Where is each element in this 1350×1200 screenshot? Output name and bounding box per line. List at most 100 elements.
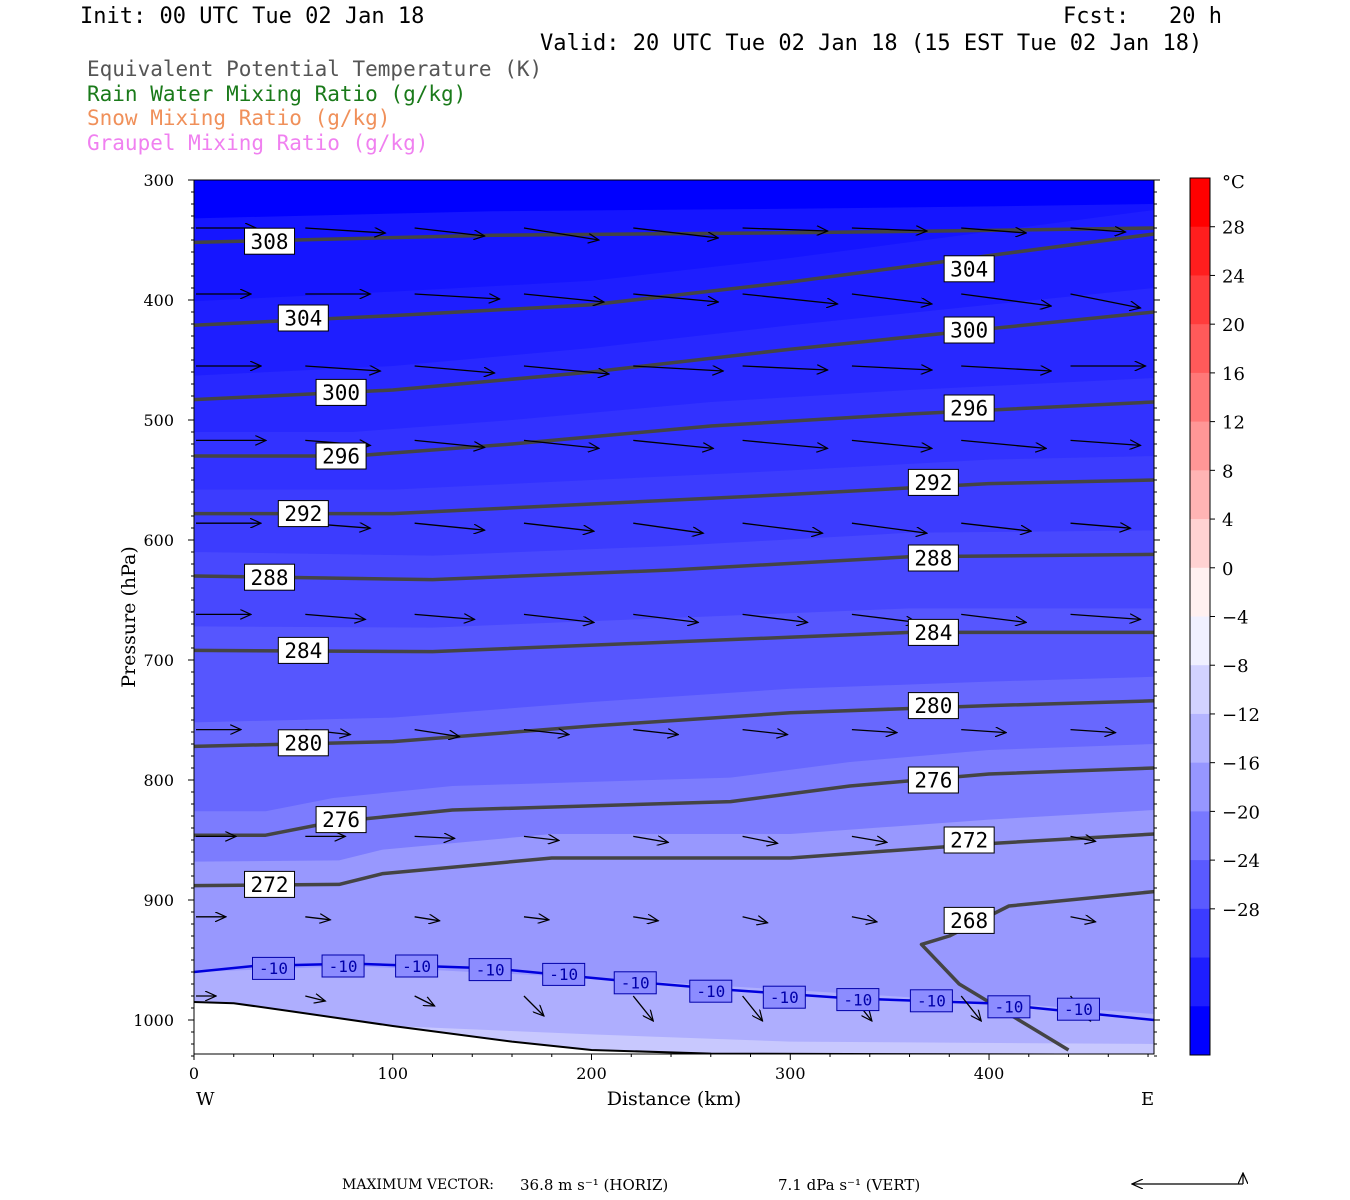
contour-label-box	[689, 979, 733, 1003]
contour-label: -10	[1064, 1000, 1093, 1019]
wind-vector	[851, 730, 897, 733]
theta-e-contours	[194, 226, 1154, 1052]
colorbar-label: −24	[1222, 851, 1260, 872]
wind-vector	[633, 227, 718, 238]
wind-vector	[851, 366, 932, 370]
wind-vector	[633, 613, 698, 622]
wind-vector	[742, 293, 838, 304]
y-tick-label: 900	[143, 891, 174, 910]
wind-vector	[851, 836, 887, 842]
wind-vector	[851, 228, 927, 231]
colorbar-label: −12	[1222, 705, 1260, 726]
contour-label: -10	[476, 960, 505, 979]
theta-e-line	[194, 699, 1154, 749]
wind-vector	[523, 836, 559, 840]
wind-vector	[305, 228, 385, 233]
terrain-fill	[194, 1002, 1154, 1054]
colorbar-label: 12	[1222, 413, 1245, 434]
contour-label-box	[252, 956, 296, 980]
colorbar-swatch	[1190, 275, 1210, 325]
max-vector-vert: 7.1 dPa s⁻¹ (VERT)	[778, 1176, 921, 1194]
contour-label: 296	[322, 445, 360, 469]
colorbar-label: −20	[1222, 802, 1260, 823]
colorbar-label: −28	[1222, 900, 1260, 921]
wind-vector	[961, 365, 1051, 371]
contour-label-box	[907, 618, 959, 646]
wind-vector	[523, 227, 599, 240]
contour-label: 308	[251, 230, 289, 254]
colorbar-label: 20	[1222, 315, 1245, 336]
wind-vector	[742, 366, 828, 370]
wind-vector	[414, 995, 435, 1006]
theta-e-line	[194, 478, 1154, 516]
contour-label: 304	[284, 307, 322, 331]
contour-label-box	[943, 316, 995, 344]
legend-theta-e: Equivalent Potential Temperature (K)	[87, 57, 543, 81]
wind-vector	[961, 228, 1026, 233]
colorbar-swatch	[1190, 324, 1210, 374]
theta-e-line	[194, 232, 1154, 327]
colorbar-swatch	[1190, 665, 1210, 715]
y-axis-label: Pressure (hPa)	[118, 546, 140, 688]
theta-e-line	[194, 630, 1154, 654]
contour-label: 280	[284, 731, 322, 755]
contour-label-box	[542, 962, 586, 986]
y-tick-label: 300	[143, 171, 174, 190]
colorbar-swatch	[1190, 713, 1210, 764]
terrain	[194, 1001, 1154, 1054]
contour-label-box	[468, 958, 512, 982]
colorbar-label: 0	[1222, 559, 1233, 580]
wind-vector	[742, 228, 828, 231]
contour-label-box	[907, 766, 959, 794]
contour-label-box	[836, 988, 880, 1012]
wind-vector	[305, 614, 365, 619]
contour-label-box	[907, 468, 959, 496]
contour-label: -10	[917, 992, 946, 1011]
y-tick-label: 600	[143, 531, 174, 550]
theta-e-line	[919, 889, 1154, 1052]
wind-vector	[523, 293, 604, 302]
colorbar-swatch	[1190, 908, 1210, 959]
theta-e-line	[194, 766, 1154, 837]
wind-vector	[1070, 523, 1131, 528]
wind-vector	[851, 439, 932, 448]
wind-vector	[1070, 293, 1141, 308]
contour-label: 288	[251, 566, 289, 590]
terrain-line	[194, 1001, 1154, 1054]
contour-label: 284	[914, 621, 952, 645]
wind-vector	[633, 439, 713, 448]
wind-vector	[414, 728, 460, 737]
colorbar-swatch	[1190, 372, 1210, 423]
init-time: Init: 00 UTC Tue 02 Jan 18	[80, 4, 425, 29]
wind-vector	[305, 366, 380, 371]
contour-label-box	[321, 954, 365, 978]
contour-label-box	[613, 971, 657, 995]
colorbar-swatch	[1190, 421, 1210, 471]
wind-vector	[414, 365, 495, 373]
y-tick-label: 1000	[133, 1011, 174, 1030]
wind-vector	[414, 836, 455, 838]
wind-vector	[1070, 614, 1141, 619]
wind-vector	[633, 293, 718, 302]
contour-label-box	[277, 636, 329, 664]
contour-label: -10	[994, 998, 1023, 1017]
max-vector-horiz: 36.8 m s⁻¹ (HORIZ)	[520, 1176, 669, 1194]
wind-vector	[851, 613, 917, 622]
contour-label: 304	[950, 257, 988, 281]
theta-e-line	[194, 226, 1154, 245]
contour-label-box	[244, 563, 296, 591]
colorbar-label: −4	[1222, 608, 1249, 629]
contour-label-box	[315, 806, 367, 834]
wind-vector	[1070, 440, 1141, 445]
valid-time: Valid: 20 UTC Tue 02 Jan 18 (15 EST Tue …	[540, 31, 1203, 56]
contour-label: -10	[770, 988, 799, 1007]
contour-label: 268	[950, 909, 988, 933]
x-end-right: E	[1141, 1089, 1154, 1110]
contour-label: 284	[284, 639, 322, 663]
contour-label: 288	[914, 547, 952, 571]
wind-vector	[1070, 917, 1096, 922]
wind-vector	[1070, 836, 1096, 841]
x-tick-label: 300	[775, 1064, 806, 1083]
colorbar-swatch	[1190, 616, 1210, 666]
